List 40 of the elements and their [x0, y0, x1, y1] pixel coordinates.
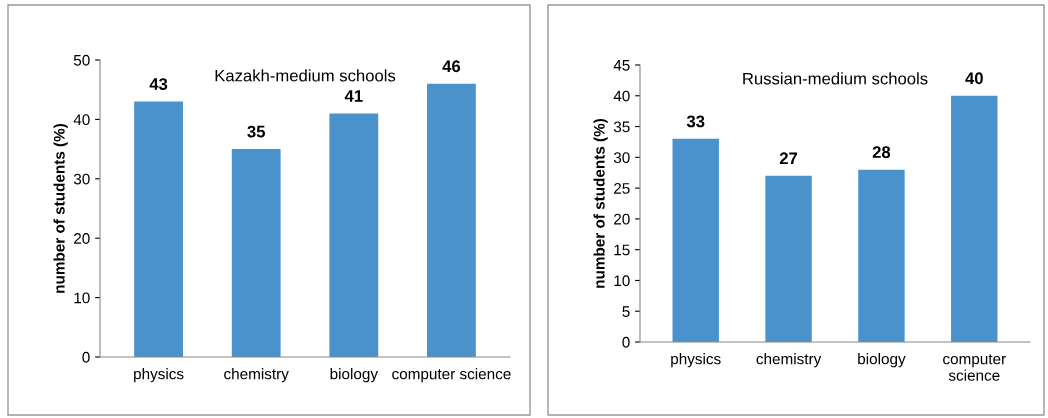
data-label: 40	[965, 72, 983, 85]
x-tick-label: biology	[330, 368, 378, 383]
bar	[858, 169, 905, 342]
y-axis-title: number of students (%)	[593, 118, 608, 288]
bar	[672, 138, 719, 342]
bar	[951, 95, 998, 342]
data-label: 46	[442, 60, 461, 73]
y-tick-label: 0	[622, 336, 630, 348]
y-tick-label: 30	[73, 173, 90, 185]
chart-title: Kazakh-medium schools	[215, 69, 396, 82]
y-tick-label: 50	[73, 54, 90, 66]
y-tick-label: 40	[613, 90, 630, 102]
chart-title: Russian-medium schools	[743, 72, 928, 85]
y-tick-label: 10	[74, 292, 90, 304]
y-tick-label: 30	[613, 152, 630, 164]
y-tick-label: 20	[74, 233, 90, 244]
data-label: 28	[872, 146, 891, 159]
y-tick-label: 20	[614, 213, 630, 225]
y-tick-label: 0	[82, 351, 90, 363]
x-tick-label: physics	[134, 368, 184, 383]
y-tick-label: 25	[614, 182, 630, 194]
data-label: 35	[247, 125, 265, 138]
x-tick-label: chemistry	[756, 353, 822, 368]
x-tick-label: computer science	[943, 354, 1006, 381]
y-tick-label: 15	[614, 244, 630, 256]
data-label: 41	[344, 90, 363, 102]
y-tick-label: 10	[614, 275, 630, 287]
data-label: 43	[149, 78, 168, 90]
x-tick-label: physics	[671, 353, 721, 368]
y-tick-label: 35	[613, 121, 630, 133]
data-label: 33	[686, 115, 705, 128]
y-axis-title: number of students (%)	[53, 123, 68, 293]
x-tick-label: biology	[858, 353, 906, 368]
data-label: 27	[779, 152, 798, 165]
y-tick-label: 5	[622, 306, 630, 317]
x-tick-label: computer science	[392, 368, 511, 383]
y-tick-label: 45	[613, 60, 630, 71]
y-tick-label: 40	[73, 114, 90, 126]
x-tick-label: chemistry	[224, 368, 289, 383]
bar	[765, 175, 812, 342]
